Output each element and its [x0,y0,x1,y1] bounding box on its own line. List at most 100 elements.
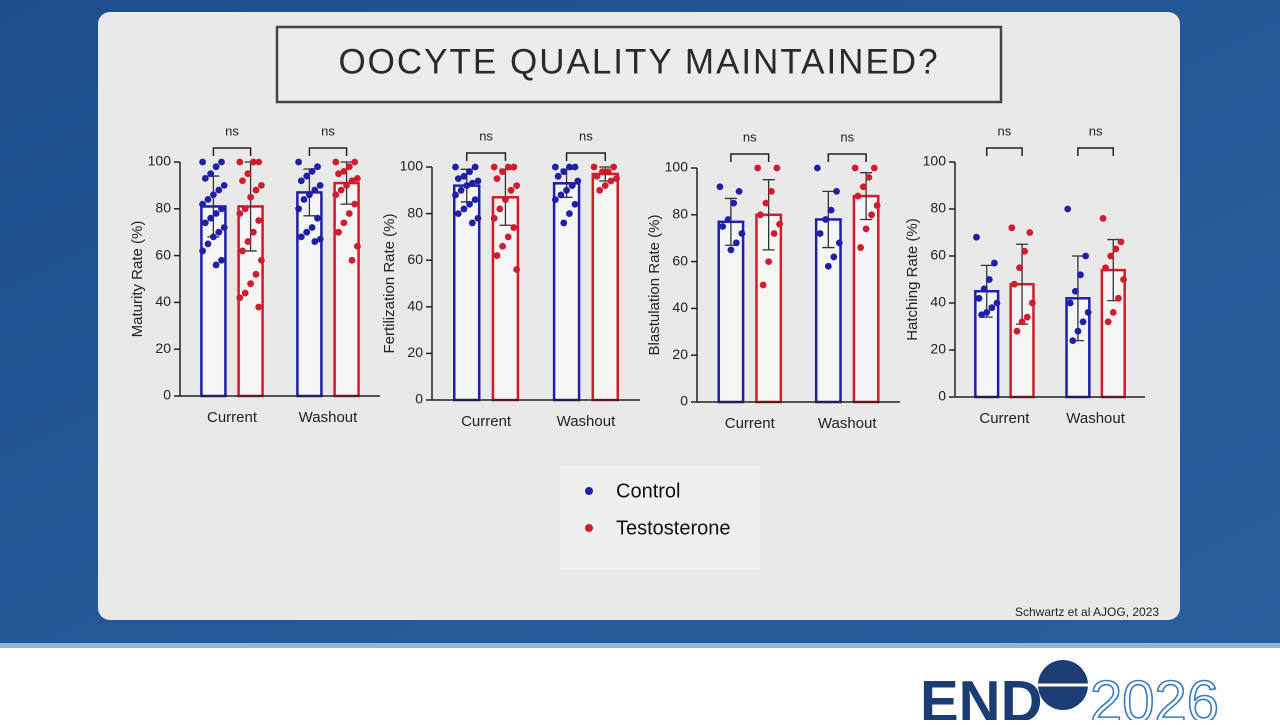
data-point [306,191,313,199]
y-axis-label: Fertilization Rate (%) [381,213,398,353]
data-point [335,170,342,178]
bar [591,172,619,402]
data-point [236,294,244,302]
slide-title: OOCYTE QUALITY MAINTAINED? [338,42,939,81]
data-point [1013,327,1021,335]
data-point [833,188,840,195]
data-point [565,210,573,218]
data-point [1010,280,1018,288]
data-point [199,158,207,166]
data-point [316,182,324,189]
significance-bracket [730,153,770,162]
data-point [241,289,249,297]
data-point [975,294,983,302]
data-point [978,311,985,319]
data-point [776,220,784,228]
data-point [1008,224,1016,232]
data-point [551,196,559,204]
data-point [1115,294,1122,302]
data-point [1107,252,1115,260]
data-point [303,172,311,180]
data-point [510,163,518,171]
data-point [297,233,305,241]
data-point [1099,215,1107,222]
y-tick-label: 60 [155,246,171,262]
data-point [1071,287,1079,295]
x-tick-label: Current [461,413,512,430]
data-point [218,205,225,213]
significance-label: ns [479,128,493,143]
data-point [244,238,252,245]
data-point [493,252,501,259]
data-point [300,196,308,203]
data-point [466,200,473,208]
data-point [348,256,356,264]
significance-bracket [1077,147,1115,156]
data-point [868,211,875,219]
data-point [822,216,830,223]
significance-label: ns [1089,123,1103,138]
x-tick-label: Washout [818,415,877,432]
y-axis-label: Maturity Rate (%) [129,221,146,338]
significance-bracket [465,152,507,161]
data-point [340,219,348,227]
data-point [504,163,512,171]
data-point [1079,318,1087,326]
y-tick-label: 20 [155,340,171,356]
data-point [590,163,598,171]
data-point [767,188,775,195]
data-point [593,172,601,180]
data-point [351,200,359,208]
data-point [343,182,350,189]
data-point [865,173,873,181]
y-tick-label: 80 [155,200,171,216]
x-tick-label: Washout [557,413,616,430]
legend-box [560,465,760,570]
data-point [212,163,220,171]
data-point [724,216,732,223]
y-tick-label: 0 [163,387,171,403]
data-point [870,164,878,172]
x-tick-label: Current [979,410,1030,427]
y-tick-label: 0 [938,388,946,404]
data-point [316,235,324,243]
significance-label: ns [579,128,593,143]
data-point [554,172,562,180]
data-point [474,177,482,185]
data-point [719,223,727,230]
data-point [247,193,255,201]
data-point [571,200,579,208]
citation: Schwartz et al AJOG, 2023 [1015,605,1159,619]
data-point [601,182,609,190]
data-point [499,242,507,250]
data-point [730,199,738,207]
data-point [862,225,870,233]
data-point [1074,327,1082,335]
data-point [468,179,476,187]
data-point [765,258,773,265]
y-tick-label: 20 [407,344,423,360]
data-point [560,168,568,176]
data-point [1109,309,1117,316]
data-point [824,262,832,270]
data-point [493,175,501,183]
y-tick-label: 0 [680,393,688,409]
data-point [770,230,778,237]
data-point [207,170,215,178]
data-point [457,186,465,194]
data-point [247,280,255,288]
significance-label: ns [840,129,854,144]
data-point [215,186,223,194]
data-point [210,191,217,199]
y-tick-label: 100 [665,159,689,175]
data-point [557,191,565,199]
data-point [215,228,223,236]
slide-panel [98,12,1180,620]
data-point [255,158,263,166]
data-point [220,182,228,189]
data-point [249,228,257,236]
data-point [738,230,746,237]
data-point [613,175,620,183]
y-tick-label: 60 [672,252,688,268]
data-point [241,205,249,213]
